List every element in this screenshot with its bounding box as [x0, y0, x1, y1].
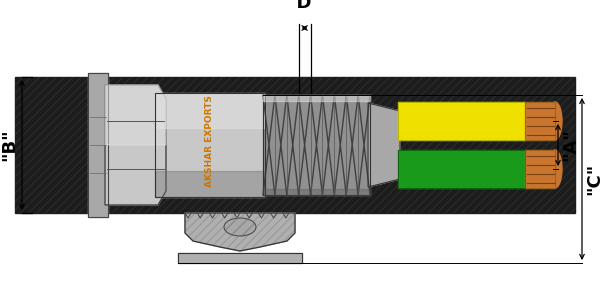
Bar	[525, 102, 555, 140]
Text: "D": "D"	[287, 0, 322, 12]
Bar	[263, 95, 370, 195]
Bar	[155, 93, 265, 197]
Bar	[155, 94, 265, 128]
Text: "B": "B"	[0, 129, 18, 161]
Bar	[263, 95, 370, 195]
Text: "C": "C"	[585, 163, 600, 195]
Bar	[525, 102, 555, 140]
Bar	[88, 73, 108, 217]
Bar	[155, 171, 265, 197]
Bar	[155, 93, 265, 197]
Polygon shape	[105, 85, 166, 205]
Bar	[398, 102, 525, 140]
Ellipse shape	[548, 102, 562, 140]
Polygon shape	[368, 103, 400, 187]
Bar	[15, 77, 575, 213]
Bar	[398, 150, 525, 188]
Ellipse shape	[224, 218, 256, 236]
Bar	[178, 253, 302, 263]
Bar	[525, 150, 555, 188]
Text: AKSHAR EXPORTS: AKSHAR EXPORTS	[205, 95, 215, 187]
Bar	[263, 95, 370, 101]
Bar	[88, 73, 108, 217]
Bar	[178, 253, 302, 263]
Bar	[263, 189, 370, 195]
Bar	[525, 150, 555, 188]
Ellipse shape	[548, 150, 562, 188]
Polygon shape	[105, 85, 166, 145]
Text: "A": "A"	[561, 129, 579, 161]
Bar	[15, 77, 575, 213]
Bar	[398, 150, 525, 188]
Polygon shape	[185, 213, 295, 251]
Bar	[398, 102, 525, 140]
